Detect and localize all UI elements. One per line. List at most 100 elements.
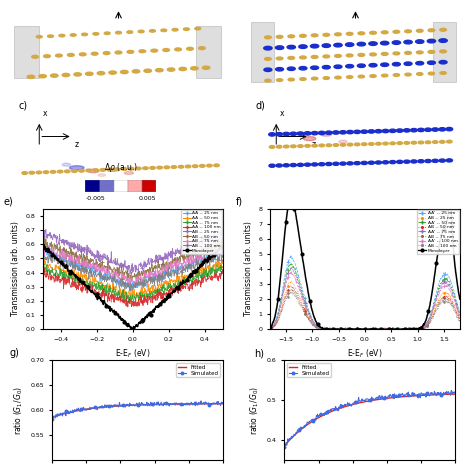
Circle shape: [382, 53, 388, 55]
Circle shape: [269, 164, 275, 167]
Circle shape: [139, 50, 146, 53]
Bar: [128, 180, 142, 192]
Circle shape: [183, 28, 189, 30]
Circle shape: [416, 40, 424, 44]
Circle shape: [39, 74, 46, 78]
Circle shape: [425, 141, 431, 144]
Circle shape: [416, 29, 423, 32]
Circle shape: [439, 128, 446, 131]
Circle shape: [64, 170, 70, 173]
Circle shape: [383, 142, 388, 145]
Text: d): d): [255, 100, 265, 110]
Circle shape: [175, 48, 182, 51]
Circle shape: [382, 31, 388, 34]
Circle shape: [390, 142, 395, 145]
Circle shape: [29, 172, 35, 174]
Circle shape: [392, 41, 401, 45]
Text: 0.005: 0.005: [139, 196, 156, 201]
Circle shape: [346, 64, 354, 68]
Circle shape: [368, 130, 374, 133]
Ellipse shape: [321, 133, 331, 136]
Circle shape: [382, 129, 389, 133]
Circle shape: [275, 46, 284, 49]
Circle shape: [439, 159, 446, 162]
Circle shape: [171, 166, 177, 168]
Circle shape: [381, 41, 389, 45]
Circle shape: [370, 75, 376, 77]
Circle shape: [347, 130, 354, 134]
Circle shape: [305, 145, 310, 147]
Circle shape: [428, 72, 435, 75]
Circle shape: [418, 141, 424, 144]
Circle shape: [275, 68, 283, 71]
Circle shape: [362, 143, 367, 146]
Circle shape: [416, 51, 423, 54]
Circle shape: [172, 28, 178, 31]
Circle shape: [404, 160, 410, 163]
Circle shape: [82, 33, 88, 36]
Circle shape: [340, 162, 346, 165]
Circle shape: [298, 145, 303, 147]
Circle shape: [179, 67, 186, 71]
Circle shape: [264, 68, 272, 72]
Circle shape: [22, 172, 27, 174]
Legend: AA' -- 25 nm, AB -- 25 nm, AA' -- 50 nm, AB -- 50 nm, AA' -- 75 nm, AB -- 75 nm,: AA' -- 25 nm, AB -- 25 nm, AA' -- 50 nm,…: [417, 210, 459, 255]
Circle shape: [347, 162, 353, 165]
Circle shape: [390, 161, 396, 164]
Circle shape: [370, 31, 376, 34]
Circle shape: [276, 57, 283, 60]
Circle shape: [439, 61, 447, 64]
Circle shape: [347, 143, 353, 146]
Circle shape: [361, 161, 367, 164]
Circle shape: [322, 44, 330, 47]
Y-axis label: ratio ($G_1/G_0$): ratio ($G_1/G_0$): [13, 385, 25, 435]
Circle shape: [440, 28, 447, 31]
Circle shape: [85, 72, 93, 75]
Circle shape: [202, 66, 210, 69]
Circle shape: [97, 72, 105, 75]
Circle shape: [396, 129, 403, 132]
Text: c): c): [18, 100, 27, 110]
Circle shape: [150, 166, 155, 169]
Ellipse shape: [98, 174, 105, 176]
Circle shape: [319, 131, 325, 135]
Circle shape: [276, 164, 283, 167]
Circle shape: [358, 32, 365, 35]
Circle shape: [155, 69, 163, 72]
Circle shape: [369, 64, 377, 67]
Circle shape: [323, 33, 329, 36]
Circle shape: [187, 47, 193, 50]
Circle shape: [297, 132, 304, 135]
Circle shape: [417, 73, 423, 75]
Circle shape: [144, 69, 152, 73]
Circle shape: [163, 48, 170, 52]
Circle shape: [354, 162, 360, 165]
Circle shape: [276, 133, 283, 136]
Circle shape: [410, 128, 417, 132]
Legend: AA -- 25 nm, AA -- 50 nm, AA -- 75 nm, AA -- 100 nm, AB -- 25 nm, AB -- 50 nm, A: AA -- 25 nm, AA -- 50 nm, AA -- 75 nm, A…: [181, 210, 222, 255]
Circle shape: [310, 45, 319, 48]
Circle shape: [195, 27, 201, 30]
Circle shape: [157, 166, 163, 169]
Circle shape: [127, 50, 134, 53]
Circle shape: [288, 56, 295, 59]
Circle shape: [389, 129, 396, 132]
Circle shape: [132, 70, 140, 73]
Circle shape: [100, 169, 106, 171]
Circle shape: [121, 168, 127, 170]
Circle shape: [290, 132, 297, 136]
Circle shape: [368, 161, 374, 164]
Circle shape: [334, 65, 342, 68]
FancyBboxPatch shape: [196, 27, 221, 78]
Circle shape: [416, 62, 424, 65]
Circle shape: [127, 31, 133, 33]
Circle shape: [358, 75, 365, 78]
Text: x: x: [279, 109, 284, 118]
Circle shape: [116, 31, 121, 34]
Legend: Fitted, Simulated: Fitted, Simulated: [176, 363, 220, 377]
Circle shape: [358, 54, 365, 56]
Ellipse shape: [303, 137, 316, 141]
Circle shape: [104, 32, 110, 35]
Circle shape: [191, 67, 198, 70]
Circle shape: [136, 167, 141, 170]
